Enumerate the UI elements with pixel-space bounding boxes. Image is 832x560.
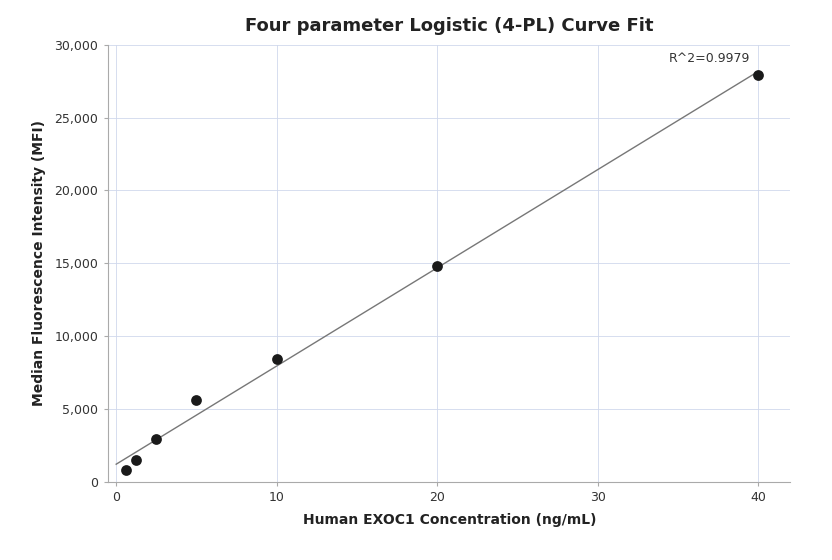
Point bbox=[190, 395, 203, 404]
Point bbox=[120, 465, 133, 474]
Text: R^2=0.9979: R^2=0.9979 bbox=[669, 52, 750, 65]
Point bbox=[431, 262, 444, 270]
Y-axis label: Median Fluorescence Intensity (MFI): Median Fluorescence Intensity (MFI) bbox=[32, 120, 47, 406]
Point bbox=[751, 71, 765, 80]
X-axis label: Human EXOC1 Concentration (ng/mL): Human EXOC1 Concentration (ng/mL) bbox=[303, 512, 596, 526]
Point bbox=[150, 435, 163, 444]
Point bbox=[130, 455, 143, 464]
Point bbox=[270, 355, 284, 364]
Title: Four parameter Logistic (4-PL) Curve Fit: Four parameter Logistic (4-PL) Curve Fit bbox=[245, 17, 653, 35]
